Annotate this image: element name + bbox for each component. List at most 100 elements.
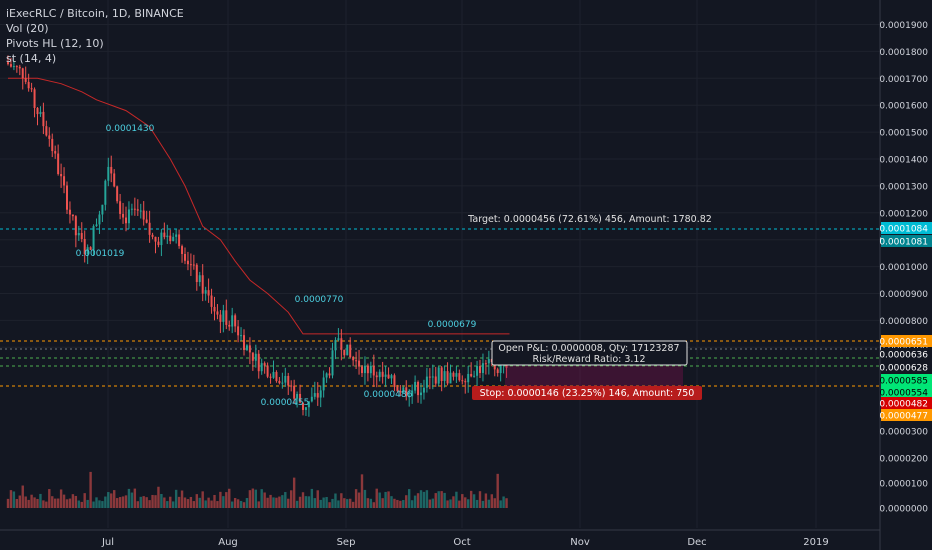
- candle-body: [130, 208, 133, 210]
- volume-bar: [399, 500, 402, 508]
- candle-body: [455, 373, 458, 377]
- legend-symbol[interactable]: iExecRLC / Bitcoin, 1D, BINANCE: [6, 7, 184, 20]
- volume-bar: [177, 496, 181, 508]
- candle-body: [12, 66, 15, 68]
- candle-body: [372, 365, 375, 376]
- volume-bar: [346, 499, 349, 508]
- x-tick-label: Jul: [101, 537, 114, 548]
- candle-body: [275, 371, 278, 381]
- candle-body: [272, 371, 275, 378]
- volume-bar: [484, 493, 488, 508]
- volume-bar: [393, 498, 396, 508]
- candle-body: [9, 64, 12, 67]
- volume-bar: [166, 501, 169, 508]
- volume-bar: [83, 493, 86, 508]
- volume-bar: [107, 492, 110, 508]
- volume-bar: [443, 492, 446, 508]
- volume-bar: [337, 500, 340, 508]
- volume-bar: [9, 490, 13, 508]
- candle-body: [440, 367, 443, 382]
- volume-bar: [425, 490, 429, 508]
- candle-body: [33, 89, 36, 108]
- volume-bar: [24, 496, 27, 508]
- y-tick-label: 0.0000800: [879, 317, 928, 327]
- candle-body: [431, 376, 434, 378]
- candle-body: [42, 111, 45, 127]
- candle-body: [361, 366, 363, 374]
- volume-bar: [437, 491, 440, 508]
- price-tag: [881, 374, 932, 386]
- y-tick-label: 0.0000300: [879, 428, 928, 438]
- price-tag-label: 0.0001084: [879, 225, 928, 235]
- volume-bar: [269, 494, 272, 508]
- candle-body: [119, 201, 122, 214]
- volume-bar: [372, 502, 375, 508]
- candle-body: [18, 66, 21, 69]
- price-tag: [881, 409, 932, 421]
- legend-pivots[interactable]: Pivots HL (12, 10): [6, 37, 104, 50]
- candle-body: [39, 111, 42, 115]
- candle-body: [198, 275, 201, 283]
- legend-volume[interactable]: Vol (20): [6, 22, 49, 35]
- candle-body: [186, 260, 189, 265]
- volume-bar: [307, 496, 311, 508]
- candle-body: [378, 371, 381, 378]
- volume-bar: [183, 497, 187, 508]
- candle-body: [260, 363, 263, 372]
- price-tag: [881, 361, 932, 373]
- candle-body: [257, 353, 260, 372]
- volume-bar: [384, 491, 387, 508]
- candle-body: [287, 375, 290, 386]
- horizontal-lines: [0, 228, 880, 387]
- volume-bar: [33, 497, 36, 508]
- candle-body: [384, 374, 387, 377]
- volume-bar: [357, 492, 361, 508]
- candle-body: [80, 233, 83, 240]
- candle-body: [154, 236, 157, 242]
- candle-body: [302, 402, 304, 410]
- volume-bar: [387, 491, 390, 508]
- candle-body: [127, 209, 130, 224]
- volume-bar: [163, 497, 166, 508]
- volume-bar: [446, 500, 449, 508]
- candle-body: [107, 166, 110, 181]
- volume-bar: [251, 488, 255, 508]
- candle-body: [266, 365, 269, 377]
- candle-body: [393, 375, 396, 387]
- volume-bar: [233, 497, 237, 508]
- price-tag-label: 0.0000554: [879, 389, 928, 399]
- volume-bar: [502, 496, 505, 508]
- candle-body: [479, 366, 481, 373]
- volume-bar: [113, 490, 116, 508]
- price-tag-label: 0.0000482: [879, 400, 928, 410]
- volume-bar: [236, 499, 240, 508]
- volume-bar: [481, 500, 485, 508]
- volume-bar: [231, 501, 234, 508]
- volume-bar: [490, 494, 493, 508]
- candle-body: [116, 186, 119, 202]
- volume-bar: [110, 493, 113, 508]
- chart-legend: iExecRLC / Bitcoin, 1D, BINANCE Vol (20)…: [6, 6, 184, 66]
- volume-bar: [12, 491, 16, 508]
- volume-bar: [98, 500, 101, 508]
- stop-label: Stop: 0.0000146 (23.25%) 146, Amount: 75…: [480, 388, 695, 399]
- candle-body: [139, 210, 142, 212]
- volume-bar: [295, 500, 299, 508]
- legend-supertrend[interactable]: st (14, 4): [6, 52, 57, 65]
- candle-body: [30, 88, 33, 90]
- volume-bar: [95, 497, 98, 508]
- candle-body: [63, 176, 66, 186]
- candle-body: [157, 241, 160, 246]
- volume-bar: [142, 496, 145, 508]
- candle-body: [346, 344, 349, 356]
- volume-bar: [328, 502, 331, 508]
- volume-bar: [80, 501, 83, 508]
- volume-bar: [216, 501, 219, 508]
- volume-bar: [201, 491, 204, 508]
- volume-bar: [475, 499, 479, 508]
- y-tick-label: 0.0001700: [879, 75, 928, 85]
- candle-body: [461, 380, 464, 382]
- volume-bar: [343, 498, 346, 508]
- candle-body: [160, 232, 163, 246]
